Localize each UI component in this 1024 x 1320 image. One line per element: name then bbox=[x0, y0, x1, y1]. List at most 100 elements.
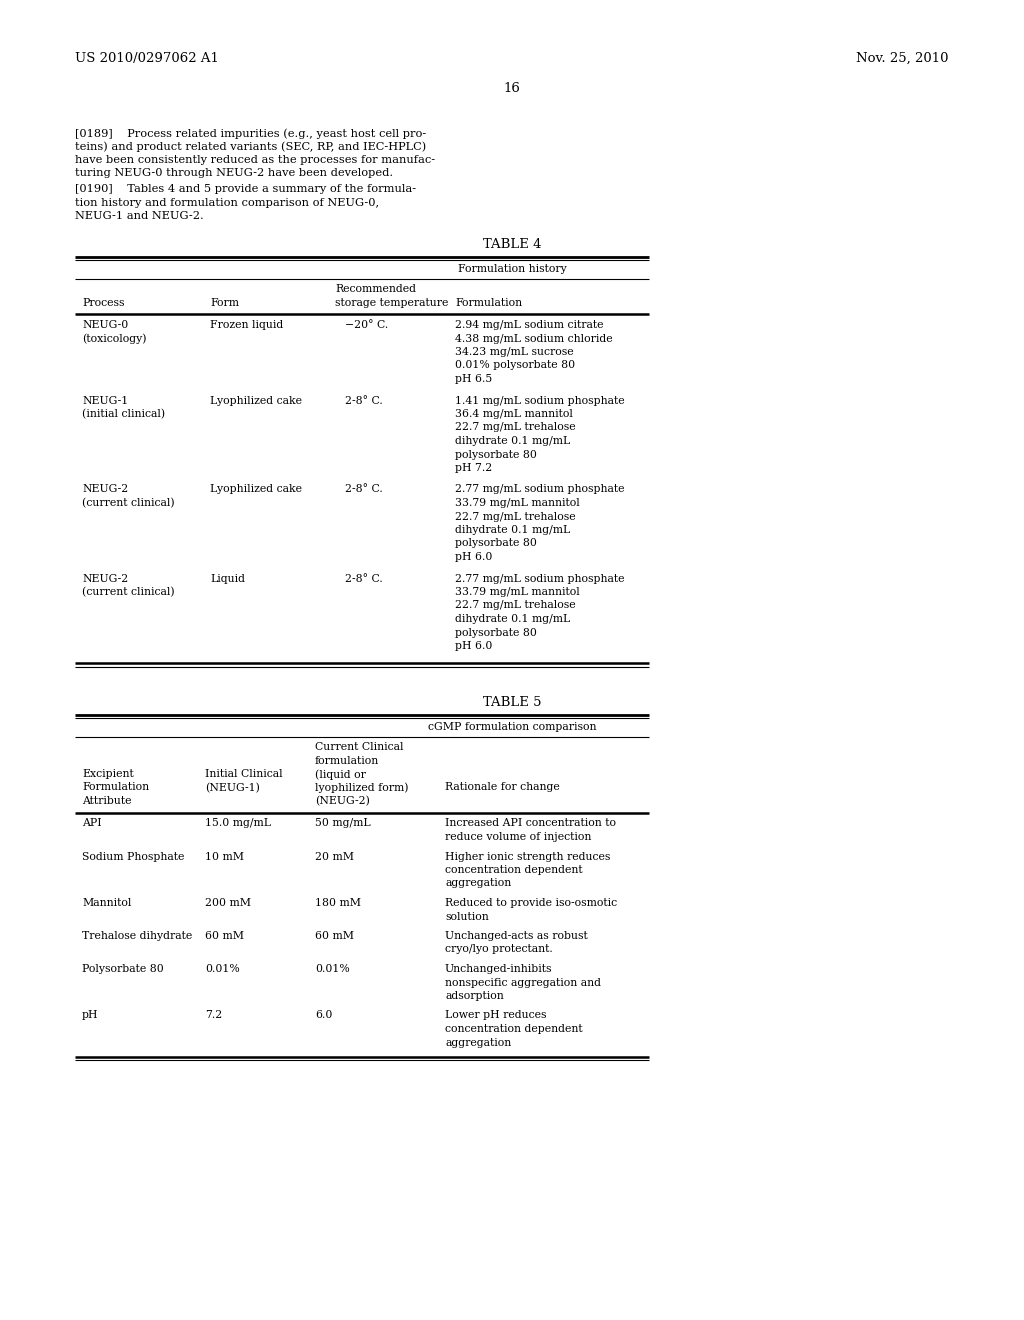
Text: Liquid: Liquid bbox=[210, 573, 245, 583]
Text: 22.7 mg/mL trehalose: 22.7 mg/mL trehalose bbox=[455, 422, 575, 433]
Text: 200 mM: 200 mM bbox=[205, 898, 251, 908]
Text: teins) and product related variants (SEC, RP, and IEC-HPLC): teins) and product related variants (SEC… bbox=[75, 141, 426, 152]
Text: 22.7 mg/mL trehalose: 22.7 mg/mL trehalose bbox=[455, 511, 575, 521]
Text: concentration dependent: concentration dependent bbox=[445, 1024, 583, 1034]
Text: pH: pH bbox=[82, 1011, 98, 1020]
Text: Initial Clinical: Initial Clinical bbox=[205, 770, 283, 779]
Text: concentration dependent: concentration dependent bbox=[445, 865, 583, 875]
Text: Trehalose dihydrate: Trehalose dihydrate bbox=[82, 931, 193, 941]
Text: adsorption: adsorption bbox=[445, 991, 504, 1001]
Text: Formulation: Formulation bbox=[455, 297, 522, 308]
Text: polysorbate 80: polysorbate 80 bbox=[455, 627, 537, 638]
Text: (toxicology): (toxicology) bbox=[82, 334, 146, 345]
Text: (NEUG-1): (NEUG-1) bbox=[205, 783, 260, 793]
Text: polysorbate 80: polysorbate 80 bbox=[455, 450, 537, 459]
Text: Unchanged-acts as robust: Unchanged-acts as robust bbox=[445, 931, 588, 941]
Text: 10 mM: 10 mM bbox=[205, 851, 244, 862]
Text: [0190]    Tables 4 and 5 provide a summary of the formula-: [0190] Tables 4 and 5 provide a summary … bbox=[75, 183, 416, 194]
Text: 36.4 mg/mL mannitol: 36.4 mg/mL mannitol bbox=[455, 409, 572, 418]
Text: 33.79 mg/mL mannitol: 33.79 mg/mL mannitol bbox=[455, 498, 580, 508]
Text: (initial clinical): (initial clinical) bbox=[82, 409, 165, 420]
Text: 16: 16 bbox=[504, 82, 520, 95]
Text: Mannitol: Mannitol bbox=[82, 898, 131, 908]
Text: storage temperature: storage temperature bbox=[335, 297, 449, 308]
Text: 15.0 mg/mL: 15.0 mg/mL bbox=[205, 818, 271, 829]
Text: Polysorbate 80: Polysorbate 80 bbox=[82, 964, 164, 974]
Text: Unchanged-inhibits: Unchanged-inhibits bbox=[445, 964, 553, 974]
Text: Attribute: Attribute bbox=[82, 796, 131, 807]
Text: −20° C.: −20° C. bbox=[345, 319, 388, 330]
Text: Rationale for change: Rationale for change bbox=[445, 783, 560, 792]
Text: Lower pH reduces: Lower pH reduces bbox=[445, 1011, 547, 1020]
Text: Reduced to provide iso-osmotic: Reduced to provide iso-osmotic bbox=[445, 898, 617, 908]
Text: 60 mM: 60 mM bbox=[315, 931, 354, 941]
Text: Current Clinical: Current Clinical bbox=[315, 742, 403, 752]
Text: US 2010/0297062 A1: US 2010/0297062 A1 bbox=[75, 51, 219, 65]
Text: NEUG-1: NEUG-1 bbox=[82, 396, 128, 405]
Text: Process: Process bbox=[82, 297, 125, 308]
Text: 180 mM: 180 mM bbox=[315, 898, 361, 908]
Text: 0.01%: 0.01% bbox=[315, 964, 350, 974]
Text: Sodium Phosphate: Sodium Phosphate bbox=[82, 851, 184, 862]
Text: Formulation history: Formulation history bbox=[458, 264, 566, 273]
Text: pH 6.0: pH 6.0 bbox=[455, 552, 493, 562]
Text: 7.2: 7.2 bbox=[205, 1011, 222, 1020]
Text: Recommended: Recommended bbox=[335, 284, 416, 294]
Text: 0.01% polysorbate 80: 0.01% polysorbate 80 bbox=[455, 360, 575, 371]
Text: tion history and formulation comparison of NEUG-0,: tion history and formulation comparison … bbox=[75, 198, 379, 207]
Text: Higher ionic strength reduces: Higher ionic strength reduces bbox=[445, 851, 610, 862]
Text: 33.79 mg/mL mannitol: 33.79 mg/mL mannitol bbox=[455, 587, 580, 597]
Text: Lyophilized cake: Lyophilized cake bbox=[210, 396, 302, 405]
Text: pH 6.5: pH 6.5 bbox=[455, 374, 493, 384]
Text: cryo/lyo protectant.: cryo/lyo protectant. bbox=[445, 945, 553, 954]
Text: 34.23 mg/mL sucrose: 34.23 mg/mL sucrose bbox=[455, 347, 573, 356]
Text: [0189]    Process related impurities (e.g., yeast host cell pro-: [0189] Process related impurities (e.g.,… bbox=[75, 128, 426, 139]
Text: aggregation: aggregation bbox=[445, 1038, 511, 1048]
Text: nonspecific aggregation and: nonspecific aggregation and bbox=[445, 978, 601, 987]
Text: solution: solution bbox=[445, 912, 488, 921]
Text: Form: Form bbox=[210, 297, 239, 308]
Text: Excipient: Excipient bbox=[82, 770, 134, 779]
Text: turing NEUG-0 through NEUG-2 have been developed.: turing NEUG-0 through NEUG-2 have been d… bbox=[75, 169, 393, 178]
Text: 2.77 mg/mL sodium phosphate: 2.77 mg/mL sodium phosphate bbox=[455, 484, 625, 495]
Text: pH 7.2: pH 7.2 bbox=[455, 463, 493, 473]
Text: lyophilized form): lyophilized form) bbox=[315, 783, 409, 793]
Text: 20 mM: 20 mM bbox=[315, 851, 354, 862]
Text: 2.77 mg/mL sodium phosphate: 2.77 mg/mL sodium phosphate bbox=[455, 573, 625, 583]
Text: NEUG-1 and NEUG-2.: NEUG-1 and NEUG-2. bbox=[75, 211, 204, 220]
Text: 60 mM: 60 mM bbox=[205, 931, 244, 941]
Text: Nov. 25, 2010: Nov. 25, 2010 bbox=[856, 51, 949, 65]
Text: (liquid or: (liquid or bbox=[315, 770, 366, 780]
Text: aggregation: aggregation bbox=[445, 879, 511, 888]
Text: NEUG-0: NEUG-0 bbox=[82, 319, 128, 330]
Text: dihydrate 0.1 mg/mL: dihydrate 0.1 mg/mL bbox=[455, 614, 570, 624]
Text: NEUG-2: NEUG-2 bbox=[82, 573, 128, 583]
Text: 1.41 mg/mL sodium phosphate: 1.41 mg/mL sodium phosphate bbox=[455, 396, 625, 405]
Text: reduce volume of injection: reduce volume of injection bbox=[445, 832, 592, 842]
Text: pH 6.0: pH 6.0 bbox=[455, 642, 493, 651]
Text: TABLE 5: TABLE 5 bbox=[482, 697, 542, 710]
Text: (current clinical): (current clinical) bbox=[82, 498, 175, 508]
Text: 2-8° C.: 2-8° C. bbox=[345, 484, 383, 495]
Text: have been consistently reduced as the processes for manufac-: have been consistently reduced as the pr… bbox=[75, 154, 435, 165]
Text: TABLE 4: TABLE 4 bbox=[482, 239, 542, 252]
Text: 50 mg/mL: 50 mg/mL bbox=[315, 818, 371, 829]
Text: 0.01%: 0.01% bbox=[205, 964, 240, 974]
Text: 6.0: 6.0 bbox=[315, 1011, 333, 1020]
Text: 22.7 mg/mL trehalose: 22.7 mg/mL trehalose bbox=[455, 601, 575, 610]
Text: formulation: formulation bbox=[315, 755, 379, 766]
Text: Lyophilized cake: Lyophilized cake bbox=[210, 484, 302, 495]
Text: 2-8° C.: 2-8° C. bbox=[345, 396, 383, 405]
Text: NEUG-2: NEUG-2 bbox=[82, 484, 128, 495]
Text: 2-8° C.: 2-8° C. bbox=[345, 573, 383, 583]
Text: API: API bbox=[82, 818, 101, 829]
Text: 2.94 mg/mL sodium citrate: 2.94 mg/mL sodium citrate bbox=[455, 319, 603, 330]
Text: Frozen liquid: Frozen liquid bbox=[210, 319, 284, 330]
Text: dihydrate 0.1 mg/mL: dihydrate 0.1 mg/mL bbox=[455, 436, 570, 446]
Text: cGMP formulation comparison: cGMP formulation comparison bbox=[428, 722, 596, 731]
Text: Formulation: Formulation bbox=[82, 783, 150, 792]
Text: polysorbate 80: polysorbate 80 bbox=[455, 539, 537, 549]
Text: dihydrate 0.1 mg/mL: dihydrate 0.1 mg/mL bbox=[455, 525, 570, 535]
Text: (NEUG-2): (NEUG-2) bbox=[315, 796, 370, 807]
Text: (current clinical): (current clinical) bbox=[82, 587, 175, 598]
